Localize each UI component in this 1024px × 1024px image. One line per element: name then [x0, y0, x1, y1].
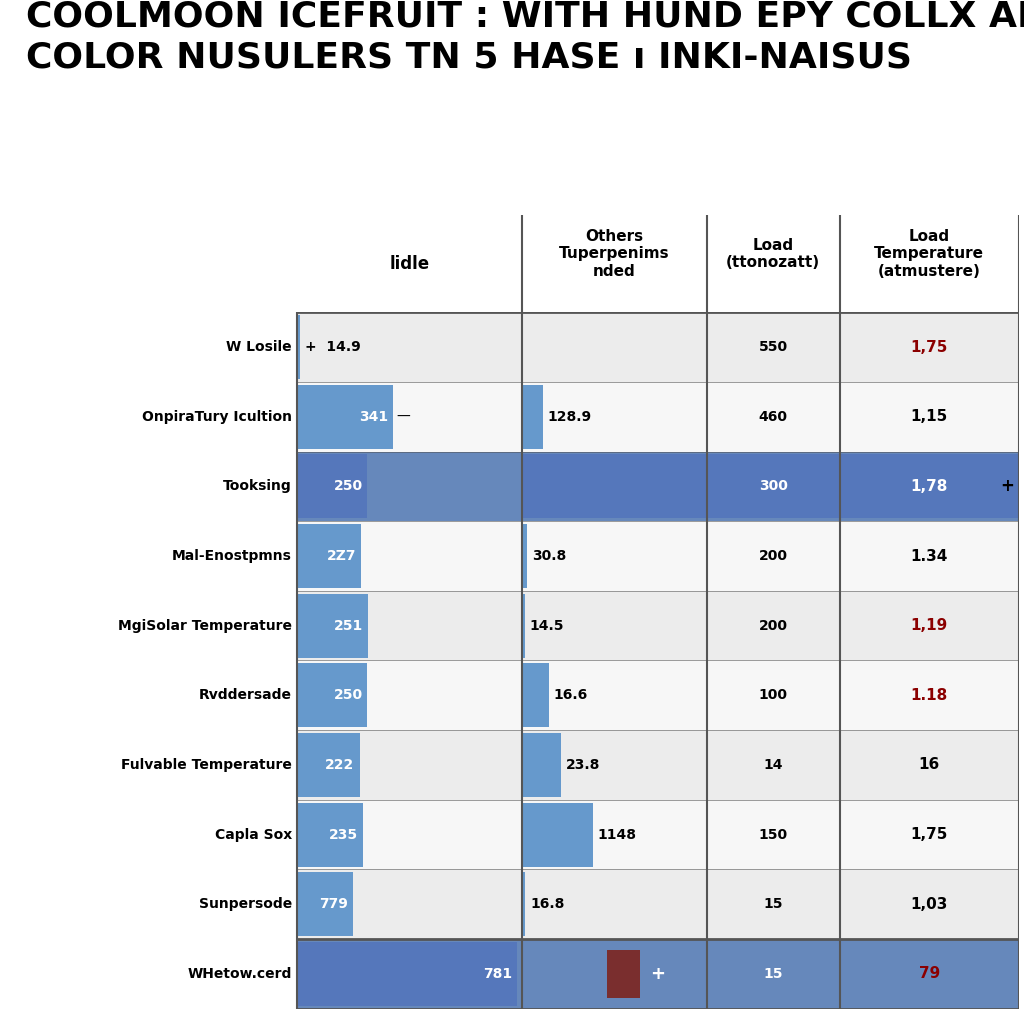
Bar — [297, 594, 368, 657]
Text: Load
(ttonozatt): Load (ttonozatt) — [726, 238, 820, 270]
Text: Sunpersode: Sunpersode — [199, 897, 292, 911]
Text: 30.8: 30.8 — [532, 549, 566, 563]
Text: 16.8: 16.8 — [530, 897, 564, 911]
Text: 779: 779 — [319, 897, 348, 911]
Text: COOLMOON ICEFRUIT : WITH HUND EPY COLLX AN,
COLOR NUSULERS TN 5 HASE ı INKI-NAIS: COOLMOON ICEFRUIT : WITH HUND EPY COLLX … — [26, 0, 1024, 75]
Bar — [297, 730, 1019, 800]
Text: Rvddersade: Rvddersade — [199, 688, 292, 702]
Bar — [297, 382, 1019, 452]
Text: 251: 251 — [334, 618, 362, 633]
Text: 1,78: 1,78 — [910, 479, 948, 494]
Bar — [297, 312, 1019, 382]
Bar — [522, 524, 527, 588]
Text: 200: 200 — [759, 549, 787, 563]
Bar — [297, 872, 353, 936]
Bar — [297, 869, 1019, 939]
Text: 1,19: 1,19 — [910, 618, 948, 633]
Text: Capla Sox: Capla Sox — [215, 827, 292, 842]
Text: W Losile: W Losile — [226, 340, 292, 354]
Text: 2Z7: 2Z7 — [327, 549, 356, 563]
Text: 222: 222 — [326, 758, 354, 772]
Text: Others
Tuperpenims
nded: Others Tuperpenims nded — [559, 229, 670, 279]
Bar — [522, 872, 525, 936]
Text: lidle: lidle — [389, 255, 430, 272]
Text: Tooksing: Tooksing — [223, 479, 292, 494]
Bar — [607, 950, 640, 997]
Text: 79: 79 — [919, 967, 940, 981]
Bar — [522, 455, 1019, 518]
Bar — [297, 524, 360, 588]
Text: —: — — [396, 410, 410, 424]
Text: 200: 200 — [759, 618, 787, 633]
Text: 1148: 1148 — [598, 827, 637, 842]
Bar — [297, 385, 393, 449]
Text: 15: 15 — [763, 967, 783, 981]
Bar — [297, 660, 1019, 730]
Bar — [297, 452, 1019, 521]
Text: 150: 150 — [759, 827, 787, 842]
Bar — [297, 455, 368, 518]
Text: MgiSolar Temperature: MgiSolar Temperature — [118, 618, 292, 633]
Bar — [297, 591, 1019, 660]
Text: OnpiraTury Icultion: OnpiraTury Icultion — [142, 410, 292, 424]
Text: 460: 460 — [759, 410, 787, 424]
Text: 235: 235 — [329, 827, 358, 842]
Bar — [297, 664, 368, 727]
Text: +: + — [650, 965, 666, 983]
Bar — [522, 733, 560, 797]
Text: 14.5: 14.5 — [529, 618, 564, 633]
Text: +  14.9: + 14.9 — [305, 340, 360, 354]
Text: +: + — [1000, 477, 1014, 496]
Text: 14: 14 — [763, 758, 783, 772]
Text: 1,03: 1,03 — [910, 897, 948, 911]
Text: 250: 250 — [334, 479, 362, 494]
Text: 1,75: 1,75 — [910, 340, 948, 354]
Bar — [297, 942, 517, 1006]
Text: WHetow.cerd: WHetow.cerd — [187, 967, 292, 981]
Bar — [522, 803, 593, 866]
Text: Mal-Enostpmns: Mal-Enostpmns — [172, 549, 292, 563]
Bar — [297, 315, 300, 379]
Text: 23.8: 23.8 — [565, 758, 600, 772]
Text: 16: 16 — [919, 758, 940, 772]
Bar — [522, 385, 543, 449]
Text: 250: 250 — [334, 688, 362, 702]
Text: Fulvable Temperature: Fulvable Temperature — [121, 758, 292, 772]
Text: 1.18: 1.18 — [910, 688, 948, 702]
Bar — [522, 594, 524, 657]
Bar — [522, 664, 549, 727]
Text: 1,75: 1,75 — [910, 827, 948, 842]
Text: 300: 300 — [759, 479, 787, 494]
Text: 1.34: 1.34 — [910, 549, 948, 563]
Text: 15: 15 — [763, 897, 783, 911]
Text: 1,15: 1,15 — [910, 410, 948, 424]
Text: Load
Temperature
(atmustere): Load Temperature (atmustere) — [874, 229, 984, 279]
Text: 550: 550 — [759, 340, 787, 354]
Text: 781: 781 — [483, 967, 512, 981]
Bar — [297, 800, 1019, 869]
Text: 100: 100 — [759, 688, 787, 702]
Text: 16.6: 16.6 — [554, 688, 588, 702]
Text: 10: 10 — [275, 340, 295, 354]
Bar — [297, 521, 1019, 591]
Bar — [297, 803, 364, 866]
Text: 128.9: 128.9 — [548, 410, 592, 424]
Bar — [297, 733, 359, 797]
Text: 341: 341 — [358, 410, 388, 424]
Bar — [297, 939, 1019, 1009]
